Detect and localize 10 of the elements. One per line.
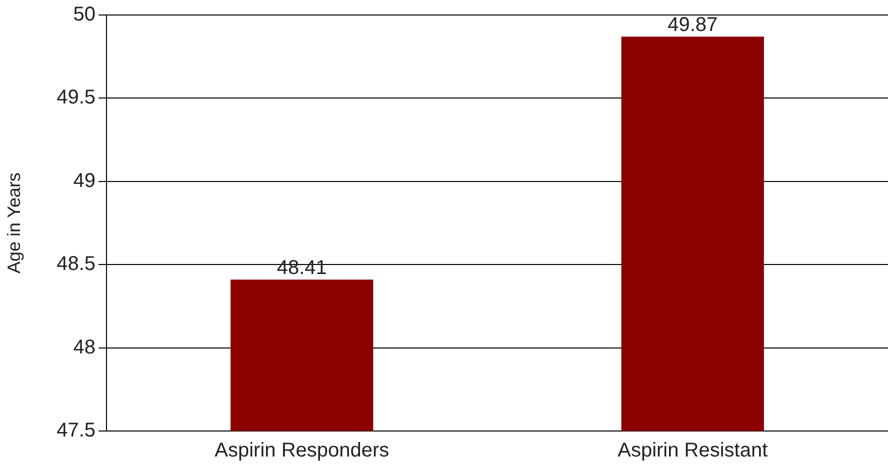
y-tick-label: 48 (73, 336, 96, 358)
y-tick-label: 47.5 (56, 420, 96, 442)
y-tick-label: 50 (73, 4, 96, 26)
y-axis-title: Age in Years (4, 172, 24, 274)
x-tick-label: Aspirin Responders (214, 440, 390, 462)
data-label: 49.87 (668, 14, 718, 36)
x-tick-label: Aspirin Resistant (618, 440, 768, 462)
y-tick-label: 49 (73, 170, 96, 192)
y-tick-label: 48.5 (56, 253, 96, 276)
y-tick-label: 49.5 (56, 86, 96, 109)
